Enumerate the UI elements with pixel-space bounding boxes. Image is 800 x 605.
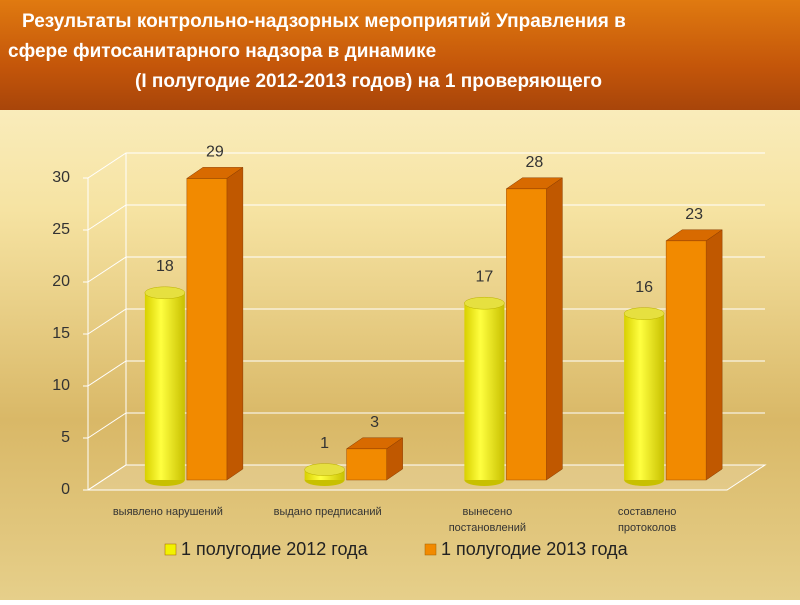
bar-top <box>505 177 564 190</box>
bar <box>623 307 665 486</box>
bar-front <box>346 448 387 481</box>
value-label: 28 <box>525 154 543 171</box>
bar <box>464 296 505 486</box>
bar-body <box>624 313 665 480</box>
title-line: Результаты контрольно-надзорных мероприя… <box>22 11 626 32</box>
bar-top <box>186 167 244 179</box>
bar <box>665 229 723 481</box>
bar-top <box>464 296 505 310</box>
bar <box>345 437 404 481</box>
value-label: 18 <box>156 258 174 275</box>
value-label: 17 <box>475 268 493 285</box>
y-tick-label: 25 <box>52 221 70 238</box>
legend-label: 1 полугодие 2013 года <box>441 539 629 559</box>
bar <box>505 177 564 481</box>
y-tick-label: 20 <box>52 273 70 290</box>
bar-top <box>304 463 345 476</box>
y-tick-label: 0 <box>61 481 70 498</box>
header <box>0 0 800 110</box>
bar-body <box>144 292 185 480</box>
bar-body <box>464 303 505 480</box>
x-tick-label: вынесено <box>462 506 512 518</box>
bar-top <box>345 437 404 450</box>
value-label: 23 <box>685 206 703 223</box>
title-line: (I полугодие 2012-2013 годов) на 1 прове… <box>135 71 602 92</box>
bar-side <box>226 166 244 481</box>
bar <box>186 166 244 481</box>
bar-top <box>144 286 186 300</box>
bar-front <box>665 240 707 481</box>
bar <box>304 463 345 486</box>
x-tick-label: выявлено нарушений <box>113 506 223 518</box>
legend-swatch <box>164 543 177 556</box>
legend-swatch <box>424 543 437 556</box>
bar-front <box>186 178 228 481</box>
value-label: 16 <box>635 279 653 296</box>
y-tick-label: 15 <box>52 325 70 342</box>
bar-top <box>665 229 723 242</box>
value-label: 3 <box>370 414 379 431</box>
bar-top <box>623 307 665 320</box>
y-tick-label: 5 <box>61 429 70 446</box>
bar-front <box>506 188 547 481</box>
x-tick-label: протоколов <box>618 522 676 534</box>
x-tick-label: постановлений <box>449 522 526 534</box>
y-tick-label: 10 <box>52 377 70 394</box>
bar <box>144 286 186 486</box>
grid-line <box>87 152 765 179</box>
x-tick-label: выдано предписаний <box>274 506 382 518</box>
bar-side <box>546 177 563 481</box>
title-line: сфере фитосанитарного надзора в динамике <box>8 41 436 62</box>
plot: 0 5 10 15 20 25 30 выявлено нарушений 18 29 выдано… <box>52 144 767 559</box>
bar-side <box>705 229 723 481</box>
value-label: 1 <box>320 435 329 452</box>
value-label: 29 <box>206 144 224 161</box>
x-tick-label: составлено <box>618 506 677 518</box>
legend-label: 1 полугодие 2012 года <box>181 539 369 559</box>
y-tick-label: 30 <box>52 169 70 186</box>
